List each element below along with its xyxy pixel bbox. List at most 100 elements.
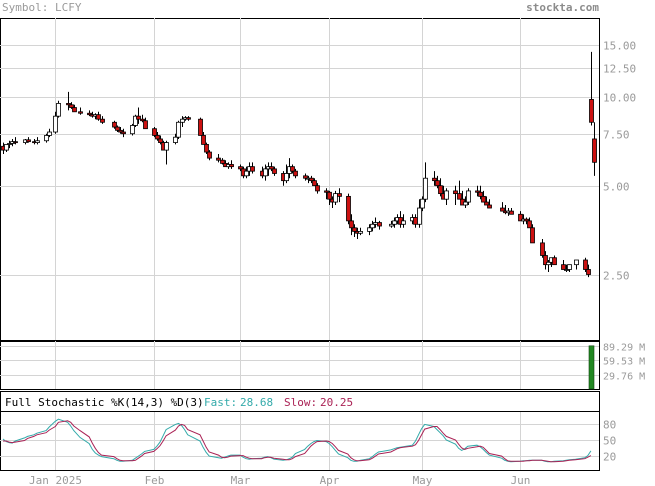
price-tick-label: 10.00 xyxy=(603,92,636,105)
stochastic-fast-line xyxy=(2,418,592,463)
candle-body xyxy=(56,103,61,117)
candle-body xyxy=(346,195,351,222)
stochastic-tick-label: 80 xyxy=(603,419,616,432)
x-tick-label: Jun xyxy=(511,474,531,486)
candle-body xyxy=(220,159,225,164)
candle-body xyxy=(478,191,483,197)
candle-body xyxy=(216,157,221,161)
candle-body xyxy=(100,118,105,123)
candle-body xyxy=(444,190,449,200)
candle-body xyxy=(457,193,462,200)
volume-tick-label: 29.76 M xyxy=(603,372,645,383)
candle-body xyxy=(417,207,422,225)
candle-body xyxy=(290,166,295,172)
candle-body xyxy=(272,168,277,174)
volume-tick-label: 89.29 M xyxy=(603,343,645,354)
candle-body xyxy=(518,213,523,222)
price-tick-label: 7.50 xyxy=(603,129,630,142)
price-tick-label: 2.50 xyxy=(603,270,630,283)
candle-body xyxy=(592,138,597,163)
candle-body xyxy=(466,190,471,203)
price-tick-label: 15.00 xyxy=(603,40,636,53)
volume-frame xyxy=(0,341,600,390)
candle-body xyxy=(87,112,92,116)
candle-body xyxy=(546,261,551,266)
candle-body xyxy=(96,114,101,120)
candle-body xyxy=(176,121,181,138)
candle-body xyxy=(152,128,157,136)
stochastic-slow-value: 20.25 xyxy=(320,396,353,409)
candle-body xyxy=(432,177,437,182)
candle-body xyxy=(586,269,591,275)
candle-body xyxy=(303,175,308,179)
candle-body xyxy=(435,180,440,187)
x-tick-label: Jan 2025 xyxy=(29,474,82,486)
candle-body xyxy=(35,140,40,143)
candle-body xyxy=(377,222,382,227)
stochastic-fast-value: 28.68 xyxy=(240,396,273,409)
x-axis: Jan 2025 Feb Mar Apr May Jun xyxy=(29,474,530,486)
candle-body xyxy=(352,227,357,232)
candle-body xyxy=(143,120,148,130)
stochastic-slow-label: Slow: xyxy=(284,396,317,409)
candle-body xyxy=(463,201,468,206)
volume-bar xyxy=(588,345,595,390)
candle-body xyxy=(389,223,394,227)
candle-body xyxy=(420,198,425,209)
candle-body xyxy=(567,264,572,270)
candle-body xyxy=(401,220,406,225)
candle-body xyxy=(229,164,234,168)
price-panel: 15.00 12.50 10.00 7.50 5.00 2.50 xyxy=(0,18,636,341)
candle-body xyxy=(475,190,480,193)
candle-body xyxy=(186,117,191,120)
candle-body xyxy=(413,217,418,225)
stochastic-fast-label: Fast: xyxy=(204,396,237,409)
candle-body xyxy=(509,210,514,215)
candle-body xyxy=(13,141,18,144)
candle-body xyxy=(392,220,397,225)
candle-body xyxy=(309,177,314,182)
stochastic-title: Full Stochastic %K(14,3) %D(3) xyxy=(5,396,204,409)
candle-body xyxy=(78,111,83,114)
candle-body xyxy=(333,193,338,203)
candle-body xyxy=(201,135,206,145)
candle-body xyxy=(487,204,492,209)
candle-body xyxy=(7,143,12,145)
candle-body xyxy=(121,131,126,135)
candle-body xyxy=(370,223,375,229)
symbol-label: Symbol: LCFY xyxy=(2,1,82,14)
candle-body xyxy=(198,118,203,136)
candle-body xyxy=(564,269,569,271)
x-tick-label: Apr xyxy=(320,474,340,486)
candle-body xyxy=(112,121,117,128)
candle-body xyxy=(173,136,178,143)
x-tick-label: Feb xyxy=(145,474,165,486)
candle-body xyxy=(484,201,489,206)
candle-body xyxy=(4,144,9,151)
candle-body xyxy=(26,139,31,143)
candle-body xyxy=(367,227,372,232)
candle-body xyxy=(158,138,163,143)
volume-tick-label: 59.53 M xyxy=(603,357,645,368)
stochastic-slow-line xyxy=(3,420,592,463)
candle-body xyxy=(312,180,317,187)
candle-body xyxy=(540,242,545,256)
stochastic-tick-label: 50 xyxy=(603,435,616,448)
candle-body xyxy=(561,264,566,270)
candle-body xyxy=(72,107,77,113)
candle-body xyxy=(589,99,594,123)
candle-body xyxy=(118,129,123,133)
x-tick-label: Mar xyxy=(231,474,251,486)
candle-body xyxy=(349,220,354,229)
candle-body xyxy=(327,191,332,200)
candle-body xyxy=(500,207,505,212)
candle-body xyxy=(530,227,535,244)
x-tick-label: May xyxy=(413,474,433,486)
brand-label: stockta.com xyxy=(526,1,599,14)
price-tick-label: 5.00 xyxy=(603,181,630,194)
candle-body xyxy=(136,115,141,120)
candle-body xyxy=(115,126,120,131)
candle-body xyxy=(574,259,579,266)
stochastic-panel: Full Stochastic %K(14,3) %D(3) Fast: 28.68… xyxy=(0,391,616,471)
